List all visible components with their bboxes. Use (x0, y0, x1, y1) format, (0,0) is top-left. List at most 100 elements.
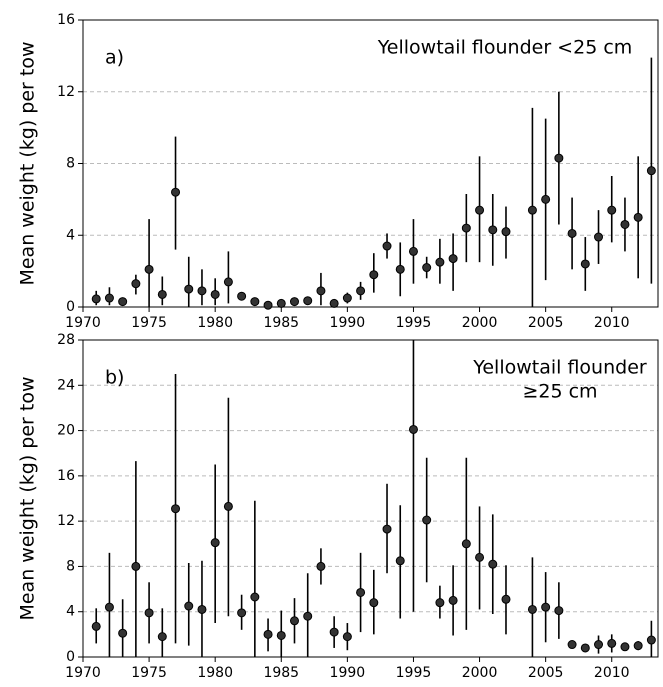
y-tick-label: 8 (66, 558, 75, 574)
x-tick-label: 2000 (462, 315, 498, 331)
data-point (607, 638, 617, 648)
data-point (197, 286, 207, 296)
data-point (118, 628, 128, 638)
data-point (356, 587, 366, 597)
x-tick-label: 1975 (131, 315, 167, 331)
data-point (157, 289, 167, 299)
x-tick-label: 1970 (65, 665, 101, 681)
panel-label: b) (105, 367, 124, 389)
plot-frame (82, 19, 659, 308)
data-point (580, 643, 590, 653)
data-point (395, 556, 405, 566)
x-tick-label: 1980 (197, 315, 233, 331)
data-point (448, 595, 458, 605)
data-point (263, 300, 273, 310)
data-point (356, 286, 366, 296)
data-point (237, 608, 247, 618)
data-point (118, 297, 128, 307)
data-point (250, 592, 260, 602)
x-tick-label: 1985 (263, 665, 299, 681)
x-tick-label: 1970 (65, 315, 101, 331)
data-point (131, 279, 141, 289)
data-point (263, 629, 273, 639)
x-tick-label: 1995 (396, 315, 432, 331)
annotation: Yellowtail flounder <25 cm (377, 37, 633, 59)
data-point (250, 297, 260, 307)
data-point (223, 501, 233, 511)
data-point (144, 608, 154, 618)
y-axis-title: Mean weight (kg) per tow (17, 376, 39, 620)
data-point (382, 241, 392, 251)
data-point (567, 228, 577, 238)
data-point (422, 263, 432, 273)
data-point (184, 601, 194, 611)
data-point (91, 621, 101, 631)
data-point (210, 289, 220, 299)
data-point (382, 524, 392, 534)
y-tick-label: 16 (57, 468, 75, 484)
data-point (461, 223, 471, 233)
data-point (157, 632, 167, 642)
y-tick-label: 16 (57, 12, 75, 28)
data-point (369, 270, 379, 280)
data-point (104, 602, 114, 612)
data-point (594, 232, 604, 242)
data-point (408, 246, 418, 256)
data-point (316, 561, 326, 571)
data-point (329, 627, 339, 637)
x-tick-label: 2010 (594, 315, 630, 331)
y-tick-label: 12 (57, 84, 75, 100)
data-point (554, 606, 564, 616)
data-point (171, 504, 181, 514)
data-point (567, 640, 577, 650)
data-point (435, 257, 445, 267)
x-tick-label: 2010 (594, 665, 630, 681)
x-tick-label: 2005 (528, 315, 564, 331)
data-point (607, 205, 617, 215)
data-point (620, 219, 630, 229)
data-point (395, 264, 405, 274)
data-point (171, 187, 181, 197)
data-point (541, 602, 551, 612)
data-point (554, 153, 564, 163)
data-point (594, 640, 604, 650)
data-point (501, 594, 511, 604)
x-tick-label: 1985 (263, 315, 299, 331)
data-point (488, 559, 498, 569)
y-tick-label: 12 (57, 513, 75, 529)
data-point (475, 552, 485, 562)
data-point (223, 277, 233, 287)
data-point (303, 296, 313, 306)
data-point (646, 635, 656, 645)
data-point (303, 611, 313, 621)
data-point (620, 642, 630, 652)
x-tick-label: 1990 (330, 665, 366, 681)
x-tick-label: 1980 (197, 665, 233, 681)
y-tick-label: 24 (57, 377, 75, 393)
data-point (448, 254, 458, 264)
data-point (289, 616, 299, 626)
data-point (91, 294, 101, 304)
data-point (408, 424, 418, 434)
data-point (541, 194, 551, 204)
data-point (633, 641, 643, 651)
data-point (197, 604, 207, 614)
y-tick-label: 0 (66, 649, 75, 665)
data-point (342, 293, 352, 303)
y-axis-title: Mean weight (kg) per tow (17, 41, 39, 285)
annotation: Yellowtail flounder (472, 357, 647, 379)
data-point (435, 598, 445, 608)
data-point (422, 515, 432, 525)
data-point (210, 538, 220, 548)
y-tick-label: 4 (66, 227, 75, 243)
data-point (369, 598, 379, 608)
data-point (131, 561, 141, 571)
annotation: ≥25 cm (522, 381, 597, 403)
data-point (276, 298, 286, 308)
data-point (329, 298, 339, 308)
data-point (475, 205, 485, 215)
x-tick-label: 2005 (528, 665, 564, 681)
data-point (488, 225, 498, 235)
data-point (104, 293, 114, 303)
y-tick-label: 8 (66, 156, 75, 172)
